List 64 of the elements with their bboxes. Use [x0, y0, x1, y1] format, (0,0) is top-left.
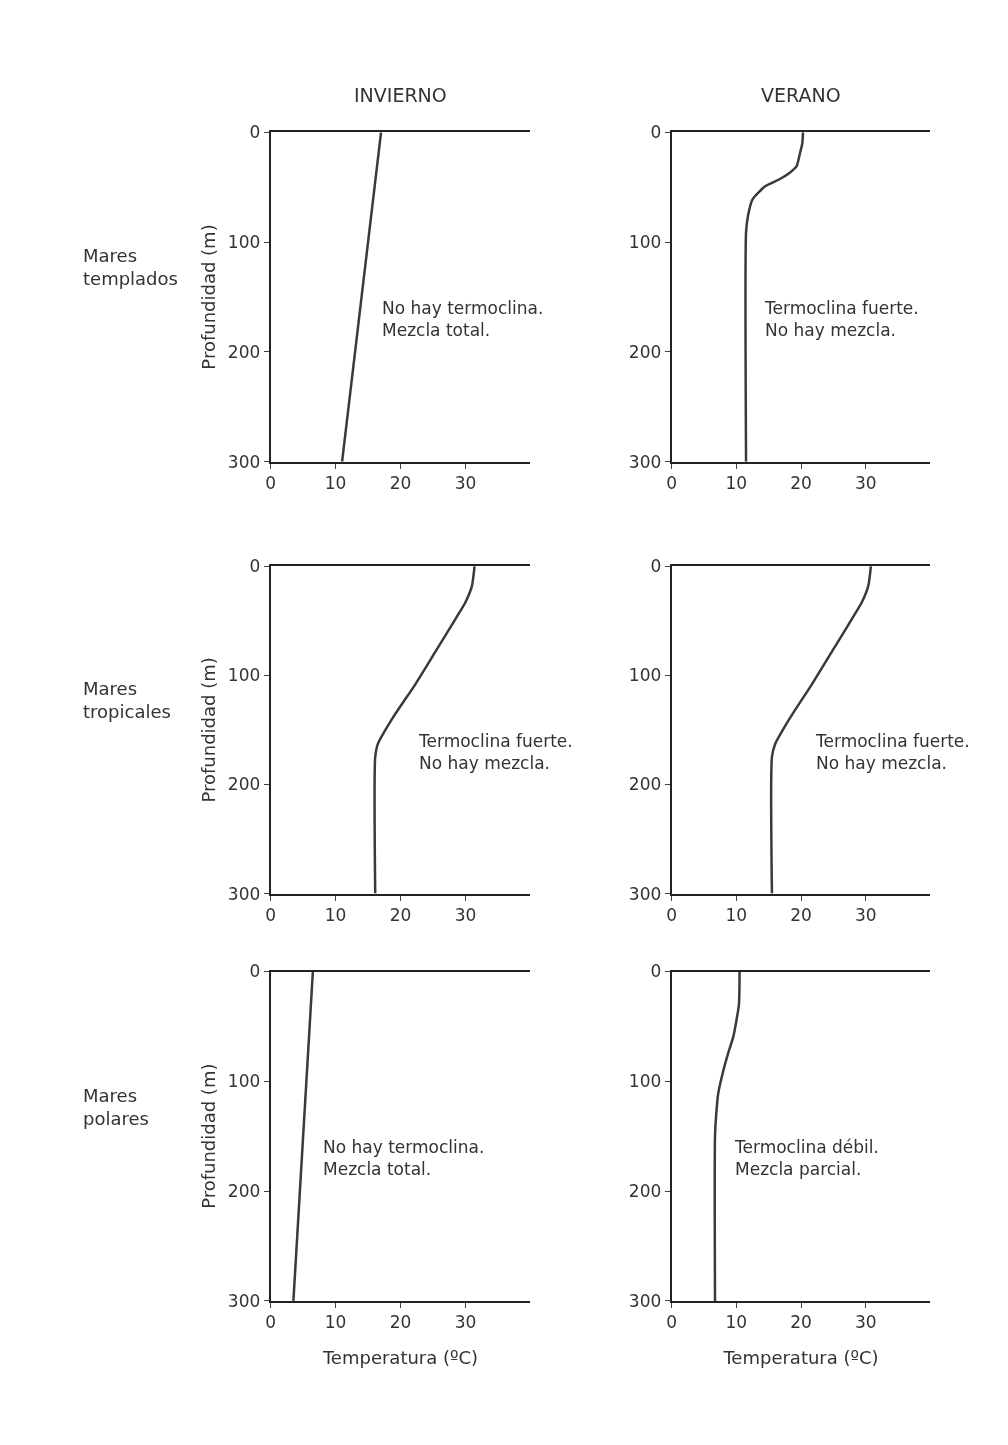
text: Mares templados: [83, 245, 178, 290]
x-tick-label: 30: [454, 473, 477, 494]
y-tick-label: 200: [227, 774, 261, 795]
x-tick-label: 20: [389, 905, 412, 925]
y-tick-label: 100: [227, 665, 261, 686]
y-tick-label: 300: [628, 451, 662, 472]
chart-title: INVIERNO: [354, 84, 447, 106]
text: Mares polares: [83, 1085, 149, 1130]
y-tick-label: 100: [628, 232, 662, 253]
y-tick-label: 300: [628, 883, 662, 904]
x-tick-label: 10: [725, 905, 748, 925]
y-tick-label: 200: [628, 341, 662, 362]
x-tick-label: 20: [790, 1312, 812, 1333]
y-axis-title: Profundidad (m): [197, 1063, 219, 1209]
x-tick-label: 0: [265, 905, 277, 925]
y-axis-title: Profundidad (m): [197, 224, 219, 370]
annotation: Termoclina débil. Mezcla parcial.: [734, 1137, 879, 1180]
x-tick-label: 0: [265, 473, 277, 494]
chart-title: VERANO: [761, 84, 841, 106]
annotation: Termoclina fuerte. No hay mezcla.: [764, 298, 919, 341]
x-tick-label: 20: [389, 1312, 412, 1333]
y-axis-title: Profundidad (m): [197, 657, 219, 803]
y-tick-label: 300: [227, 1290, 261, 1311]
y-tick-label: 0: [249, 961, 261, 982]
x-tick-label: 0: [265, 1312, 277, 1333]
x-tick-label: 20: [790, 905, 812, 925]
y-tick-label: 0: [249, 556, 261, 577]
y-tick-label: 300: [227, 883, 261, 904]
x-tick-label: 10: [725, 473, 748, 494]
x-tick-label: 30: [854, 1312, 877, 1333]
y-tick-label: 200: [227, 1181, 261, 1202]
x-tick-label: 20: [790, 473, 812, 494]
annotation: No hay termoclina. Mezcla total.: [323, 1137, 485, 1180]
y-tick-label: 300: [227, 451, 261, 472]
y-tick-label: 0: [249, 122, 261, 143]
y-tick-label: 100: [628, 665, 662, 686]
y-tick-label: 100: [227, 1071, 261, 1092]
y-tick-label: 200: [628, 774, 662, 795]
x-tick-label: 20: [389, 473, 412, 494]
annotation: Termoclina fuerte. No hay mezcla.: [418, 731, 573, 774]
annotation: Termoclina fuerte. No hay mezcla.: [815, 731, 970, 774]
y-tick-label: 0: [650, 961, 662, 982]
y-tick-label: 100: [227, 232, 261, 253]
x-axis-title: Temperatura (ºC): [722, 1346, 879, 1368]
x-tick-label: 0: [666, 473, 678, 494]
y-tick-label: 0: [650, 122, 662, 143]
x-tick-label: 0: [666, 1312, 678, 1333]
y-tick-label: 200: [227, 341, 261, 362]
x-tick-label: 30: [454, 1312, 477, 1333]
y-tick-label: 300: [628, 1290, 662, 1311]
x-tick-label: 10: [324, 473, 347, 494]
x-tick-label: 0: [666, 905, 678, 925]
y-tick-label: 200: [628, 1181, 662, 1202]
x-axis-title: Temperatura (ºC): [321, 1346, 479, 1368]
x-tick-label: 30: [454, 905, 477, 925]
y-tick-label: 100: [628, 1071, 662, 1092]
text: Mares tropicales: [83, 678, 171, 723]
x-tick-label: 30: [854, 905, 877, 925]
y-tick-label: 0: [650, 556, 662, 577]
x-tick-label: 10: [324, 905, 347, 925]
annotation: No hay termoclina. Mezcla total.: [382, 298, 544, 341]
x-tick-label: 10: [725, 1312, 748, 1333]
x-tick-label: 10: [324, 1312, 347, 1333]
x-tick-label: 30: [854, 473, 877, 494]
